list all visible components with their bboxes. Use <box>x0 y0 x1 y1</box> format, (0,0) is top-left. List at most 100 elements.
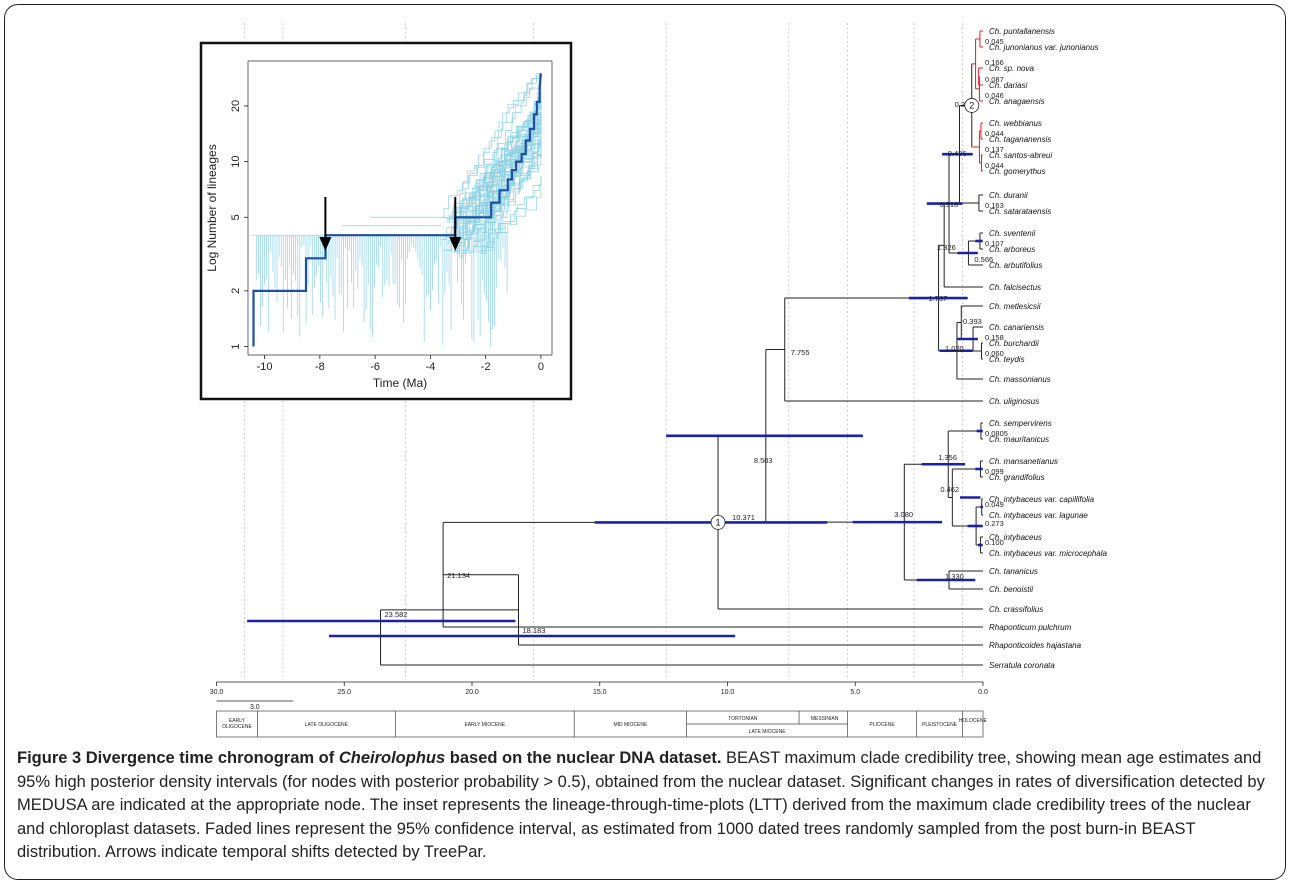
arrow-head <box>319 237 332 251</box>
node-age-label: 0.462 <box>940 485 959 494</box>
ltt-ci-line <box>469 110 542 217</box>
tip-label-rhaponticoides-hajastana: Rhaponticoides hajastana <box>989 641 1082 650</box>
tip-label-ch-sempervirens: Ch. sempervirens <box>989 419 1052 428</box>
tip-label-ch-arboreus: Ch. arboreus <box>989 245 1035 254</box>
epoch-label: LATE OLIGOCENE <box>305 722 349 728</box>
node-age-labels: 0.045 0.166 0.087 0.046 0.289 0.044 0.137 0.044… <box>385 37 1008 635</box>
time-axis-tick-label: 20.0 <box>465 689 479 696</box>
epoch-label: EARLY MIOCENE <box>464 722 505 728</box>
tip-label-ch-tagananensis: Ch. tagananensis <box>989 135 1051 144</box>
node-age-label: 0.049 <box>985 500 1004 509</box>
scale-bar-label: 3.0 <box>250 704 260 711</box>
caption-genus: Cheirolophus <box>338 749 446 767</box>
tip-label-serratula-coronata: Serratula coronata <box>989 661 1055 670</box>
figure-caption: Figure 3 Divergence time chronogram of C… <box>17 747 1279 865</box>
tip-label-ch-massonianus: Ch. massonianus <box>989 375 1051 384</box>
node-age-label: 18.183 <box>523 626 546 635</box>
tip-label-ch-gomerythus: Ch. gomerythus <box>989 167 1045 176</box>
node-age-label: 0.566 <box>974 255 993 264</box>
tip-label-ch-dariasi: Ch. dariasi <box>989 81 1027 90</box>
ltt-x-tick-label: 0 <box>538 361 544 373</box>
epoch-label: EARLY OLIGOCENE <box>222 718 252 730</box>
tip-label-ch-sventenii: Ch. sventenii <box>989 229 1035 238</box>
tip-label-ch-grandifolius: Ch. grandifolius <box>989 473 1045 482</box>
ltt-x-tick-label: -2 <box>481 361 491 373</box>
epoch-table: EARLY OLIGOCENE LATE OLIGOCENE EARLY MIOCEN… <box>216 710 987 738</box>
node-age-label: 3.080 <box>894 510 913 519</box>
caption-body: BEAST maximum clade credibility tree, sh… <box>17 749 1265 861</box>
ltt-ci-line <box>447 73 542 216</box>
node-age-label: 23.582 <box>385 610 408 619</box>
tip-label-ch-duranii: Ch. duranii <box>989 191 1028 200</box>
time-axis-tick-label: 25.0 <box>337 689 351 696</box>
ltt-y-tick-label: 2 <box>230 288 242 294</box>
node-age-label: 1.020 <box>945 344 964 353</box>
tip-label-rhaponticum-pulchrum: Rhaponticum pulchrum <box>989 623 1072 632</box>
ltt-x-tick-label: -6 <box>370 361 380 373</box>
tip-label-ch-teydis: Ch. teydis <box>989 355 1025 364</box>
tip-label-ch-crassifolius: Ch. crassifolius <box>989 605 1043 614</box>
ltt-ci-line <box>446 73 541 219</box>
ltt-ci-line <box>456 106 542 240</box>
tip-label-ch-satarataensis: Ch. satarataensis <box>989 207 1051 216</box>
tip-label-ch-mansanetianus: Ch. mansanetianus <box>989 457 1058 466</box>
ltt-y-axis-label: Log Number of lineages <box>205 144 219 271</box>
tip-label-ch-falcisectus: Ch. falcisectus <box>989 283 1041 292</box>
figure-frame: Ch. puntallanensis Ch. junonianus var. ju… <box>4 4 1286 880</box>
node-age-label: 0.060 <box>985 349 1004 358</box>
tip-label-ch-anagaensis: Ch. anagaensis <box>989 97 1045 106</box>
node-age-label: 0.045 <box>985 37 1004 46</box>
ltt-ci-line <box>480 176 542 254</box>
node-age-label: 7.755 <box>791 348 810 357</box>
shift-marker-circle <box>710 515 726 530</box>
time-axis-tick-label: 5.0 <box>850 689 860 696</box>
node-age-label: 1.356 <box>938 453 957 462</box>
tip-label-ch-puntallanensis: Ch. puntallanensis <box>989 27 1055 36</box>
ltt-ci-line <box>442 73 542 218</box>
tip-label-ch-uliginosus: Ch. uliginosus <box>989 397 1039 406</box>
tips: Ch. puntallanensis Ch. junonianus var. ju… <box>989 27 1108 670</box>
chronogram: Ch. puntallanensis Ch. junonianus var. ju… <box>199 23 1108 738</box>
time-axis-tick-label: 15.0 <box>593 689 607 696</box>
node-age-label: 0.393 <box>963 317 982 326</box>
diversification-shift-markers: 12 <box>710 98 980 530</box>
node-age-label: 0.166 <box>985 58 1004 67</box>
node-age-label: 0.046 <box>985 91 1004 100</box>
ltt-ci-line <box>469 153 542 252</box>
ltt-y-tick-label: 10 <box>230 155 242 167</box>
tip-label-ch-metlesicsii: Ch. metlesicsii <box>989 302 1041 311</box>
ltt-ci-line <box>468 146 542 254</box>
node-age-label: 1.326 <box>937 243 956 252</box>
time-axis-tick-label: 10.0 <box>721 689 735 696</box>
node-age-label: 0.289 <box>955 100 974 109</box>
ltt-x-tick-label: -4 <box>426 361 436 373</box>
ltt-ci-line <box>464 113 542 222</box>
tip-label-ch-intybaceus-var-lagunae: Ch. intybaceus var. lagunae <box>989 511 1088 520</box>
tip-label-ch-intybaceus: Ch. intybaceus <box>989 533 1042 542</box>
ltt-ci-line <box>446 105 542 221</box>
node-age-label: 0.137 <box>985 145 1004 154</box>
ltt-ci-line <box>459 103 542 224</box>
epoch-label: PLEISTOCENE <box>922 722 958 728</box>
epoch-table-border <box>216 710 984 738</box>
shift-marker-label: 1 <box>716 517 721 527</box>
node-age-label: 0.044 <box>985 129 1004 138</box>
node-age-label: 0.107 <box>985 239 1004 248</box>
tip-label-ch-intybaceus-var-microcephala: Ch. intybaceus var. microcephala <box>989 549 1108 558</box>
ltt-ci-line <box>447 80 542 237</box>
ltt-x-axis-label: Time (Ma) <box>373 376 427 390</box>
epoch-label: LATE MIOCENE <box>749 729 787 735</box>
node-age-label: 0.044 <box>985 161 1004 170</box>
tip-label-ch-junonianus-var-junonianus: Ch. junonianus var. junonianus <box>989 43 1099 52</box>
tip-label-ch-webbianus: Ch. webbianus <box>989 119 1042 128</box>
shift-marker-label: 2 <box>969 100 974 110</box>
ltt-x-tick-label: -8 <box>315 361 325 373</box>
ltt-inset: -10 -8 -6 -4 -2 0 Time (Ma) 1 2 5 10 20 Log Number o… <box>199 41 573 401</box>
arrow-head <box>449 237 462 251</box>
ltt-ci-line <box>483 185 542 251</box>
treepar-shift-arrow <box>449 197 462 251</box>
time-axis: 30.0 25.0 20.0 15.0 10.0 5.0 0.0 3.0 <box>210 681 988 711</box>
tip-label-ch-tananicus: Ch. tananicus <box>989 567 1038 576</box>
node-age-label: 10.371 <box>732 513 755 522</box>
plot-frame <box>247 60 553 356</box>
